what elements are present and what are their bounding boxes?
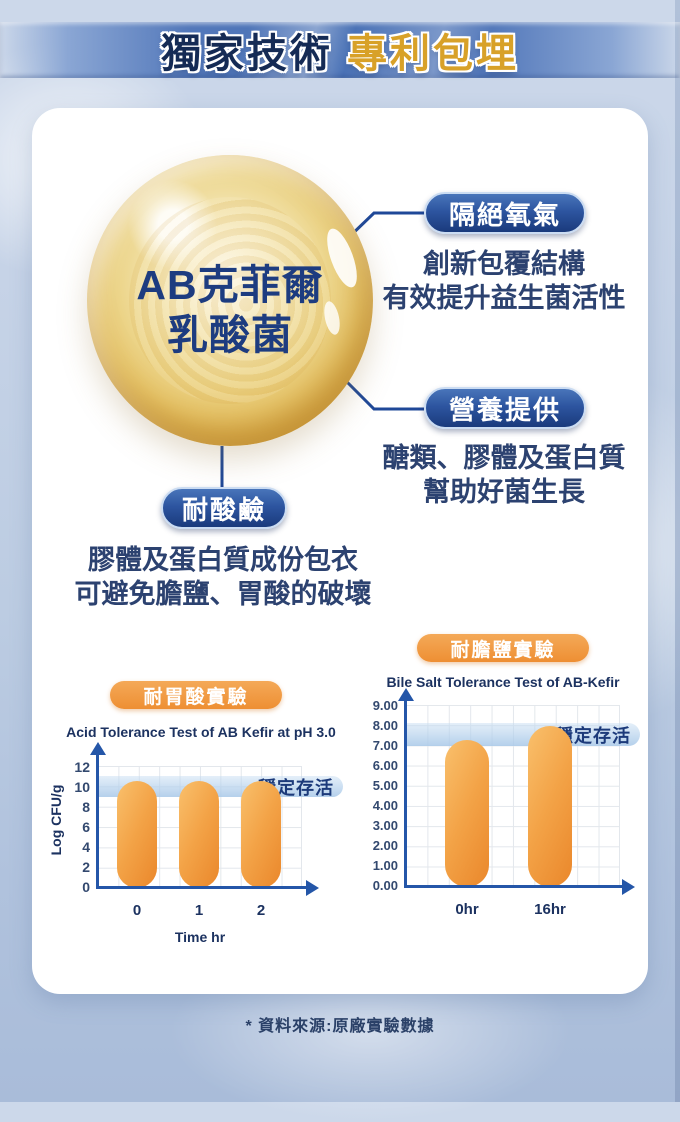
kefir-bubble-illustration: AB克菲爾 乳酸菌: [87, 155, 373, 446]
callout-pill-nutrition: 營養提供: [424, 387, 586, 429]
bubble-label: AB克菲爾 乳酸菌: [136, 260, 323, 360]
callout-desc-nutrition-line1: 醣類、膠體及蛋白質: [382, 443, 626, 473]
callout-desc-nutrition: 醣類、膠體及蛋白質 幫助好菌生長: [354, 441, 654, 509]
chart-title-bile-salt: Bile Salt Tolerance Test of AB-Kefir: [386, 674, 620, 690]
callout-desc-acid-line2: 可避免膽鹽、胃酸的破壞: [74, 579, 372, 609]
page-title-exclusive-tech: 獨家技術: [160, 32, 333, 76]
bubble-texture: [129, 197, 331, 404]
background-edge-strip: [675, 0, 680, 1102]
callout-desc-oxygen-line2: 有效提升益生菌活性: [382, 283, 626, 313]
callout-desc-oxygen: 創新包覆結構 有效提升益生菌活性: [354, 247, 654, 315]
chart-title-acid-tolerance: Acid Tolerance Test of AB Kefir at pH 3.…: [66, 724, 336, 740]
page-title: 獨家技術 專利包埋: [161, 21, 519, 79]
callout-desc-nutrition-line2: 幫助好菌生長: [423, 477, 585, 507]
callout-desc-oxygen-line1: 創新包覆結構: [423, 249, 585, 279]
section-pill-bile-salt-test: 耐膽鹽實驗: [417, 634, 589, 662]
callout-pill-acid-alkali-resistance: 耐酸鹼: [161, 487, 287, 529]
callout-desc-acid: 膠體及蛋白質成份包衣 可避免膽鹽、胃酸的破壞: [62, 543, 384, 611]
bubble-label-line2: 乳酸菌: [167, 311, 293, 358]
section-pill-gastric-acid-test: 耐胃酸實驗: [110, 681, 282, 709]
callout-desc-acid-line1: 膠體及蛋白質成份包衣: [88, 545, 358, 575]
page-title-patent-embed: 專利包埋: [347, 32, 520, 76]
callout-pill-oxygen-barrier: 隔絕氧氣: [424, 192, 586, 234]
bubble-label-line1: AB克菲爾: [136, 261, 324, 308]
header-banner: 獨家技術 專利包埋: [0, 22, 680, 78]
data-source-note: * 資料來源:原廠實驗數據: [245, 1018, 435, 1035]
